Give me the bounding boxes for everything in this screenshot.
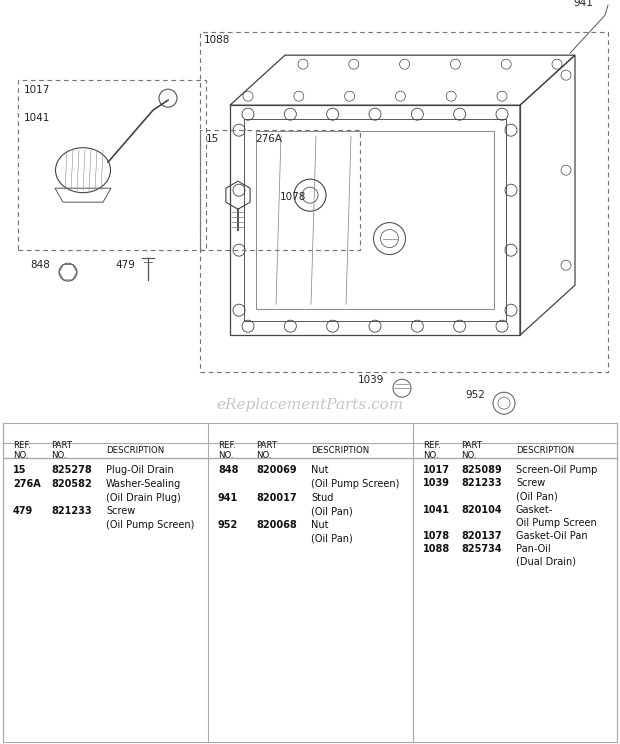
Text: (Oil Drain Plug): (Oil Drain Plug) [106,493,181,502]
Text: Gasket-: Gasket- [516,504,553,515]
Text: REF.
NO.: REF. NO. [218,440,236,460]
Text: (Oil Pan): (Oil Pan) [516,492,558,501]
Text: 820017: 820017 [256,493,296,502]
Text: Screw: Screw [516,478,545,489]
Text: 848: 848 [218,466,239,475]
Text: 15: 15 [206,134,219,144]
Text: Plug-Oil Drain: Plug-Oil Drain [106,466,174,475]
Text: DESCRIPTION: DESCRIPTION [516,446,574,455]
Text: 1041: 1041 [24,113,50,124]
Text: 820582: 820582 [51,479,92,489]
Text: 952: 952 [218,519,238,530]
Text: Screen-Oil Pump: Screen-Oil Pump [516,466,598,475]
Text: 820068: 820068 [256,519,297,530]
Text: 1017: 1017 [423,466,450,475]
Text: (Oil Pump Screen): (Oil Pump Screen) [311,479,399,489]
Text: 1088: 1088 [204,35,231,45]
Text: 1039: 1039 [423,478,450,489]
Text: eReplacementParts.com: eReplacementParts.com [216,398,404,412]
Text: Oil Pump Screen: Oil Pump Screen [516,518,596,527]
Text: 1039: 1039 [358,375,384,385]
Text: (Dual Drain): (Dual Drain) [516,557,576,567]
Text: 479: 479 [13,506,33,516]
Text: REF.
NO.: REF. NO. [13,440,31,460]
Bar [256,131,494,310]
Text: PART
NO.: PART NO. [51,440,72,460]
Text: 479: 479 [115,260,135,270]
Bar [18,80,206,250]
Text: (Oil Pump Screen): (Oil Pump Screen) [106,519,195,530]
Text: Pan-Oil: Pan-Oil [516,544,551,554]
Text: 1041: 1041 [423,504,450,515]
Text: 820137: 820137 [461,530,502,541]
Text: 820104: 820104 [461,504,502,515]
Text: 848: 848 [30,260,50,270]
Text: 825734: 825734 [461,544,502,554]
Bar [200,32,608,372]
Text: (Oil Pan): (Oil Pan) [311,533,353,543]
Text: 941: 941 [218,493,238,502]
Text: Nut: Nut [311,519,329,530]
Text: 825278: 825278 [51,466,92,475]
Bar [200,130,360,250]
Text: Washer-Sealing: Washer-Sealing [106,479,181,489]
Text: PART
NO.: PART NO. [461,440,482,460]
Text: REF.
NO.: REF. NO. [423,440,441,460]
Text: DESCRIPTION: DESCRIPTION [106,446,164,455]
Text: 1088: 1088 [423,544,450,554]
Bar [230,105,520,336]
Text: Nut: Nut [311,466,329,475]
Text: 821233: 821233 [461,478,502,489]
Text: 820069: 820069 [256,466,296,475]
Text: 825089: 825089 [461,466,502,475]
Text: (Oil Pan): (Oil Pan) [311,506,353,516]
Text: 941: 941 [573,0,593,8]
Text: 821233: 821233 [51,506,92,516]
Text: 1078: 1078 [280,192,306,202]
Text: 276A: 276A [255,134,282,144]
Text: 1017: 1017 [24,85,50,95]
Text: 1078: 1078 [423,530,450,541]
Text: Stud: Stud [311,493,334,502]
Text: Screw: Screw [106,506,135,516]
Text: Gasket-Oil Pan: Gasket-Oil Pan [516,530,588,541]
Text: 952: 952 [465,390,485,400]
Text: 276A: 276A [13,479,41,489]
Text: DESCRIPTION: DESCRIPTION [311,446,370,455]
Text: 15: 15 [13,466,27,475]
Text: PART
NO.: PART NO. [256,440,277,460]
Bar [244,119,506,321]
